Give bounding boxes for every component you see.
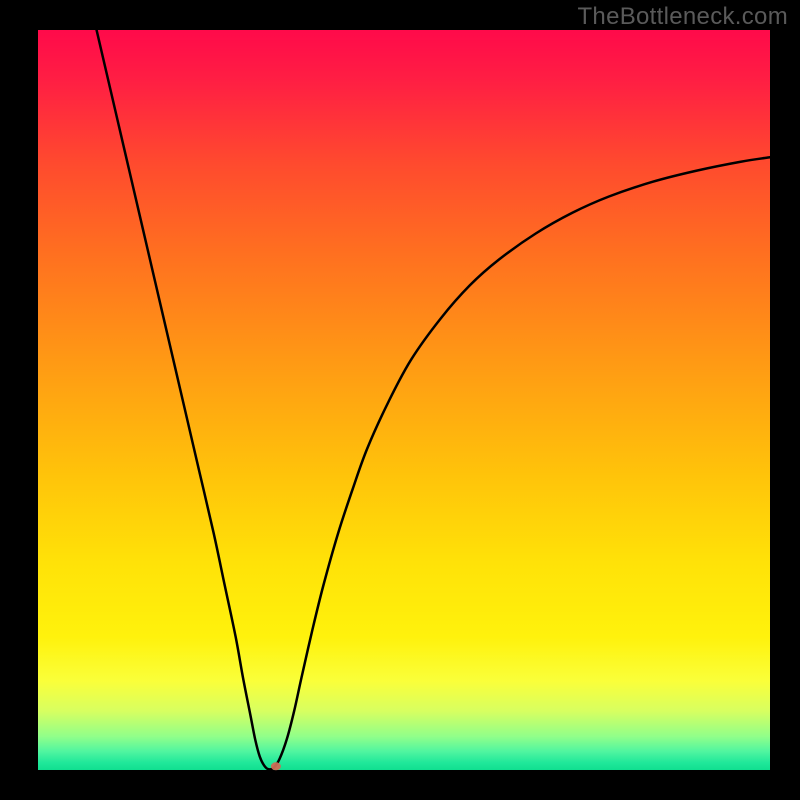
watermark-text: TheBottleneck.com — [577, 3, 788, 31]
chart-container: TheBottleneck.com — [0, 0, 800, 800]
bottleneck-curve — [97, 30, 770, 769]
optimum-marker — [271, 762, 281, 770]
chart-svg — [38, 30, 770, 770]
plot-area — [38, 30, 770, 770]
